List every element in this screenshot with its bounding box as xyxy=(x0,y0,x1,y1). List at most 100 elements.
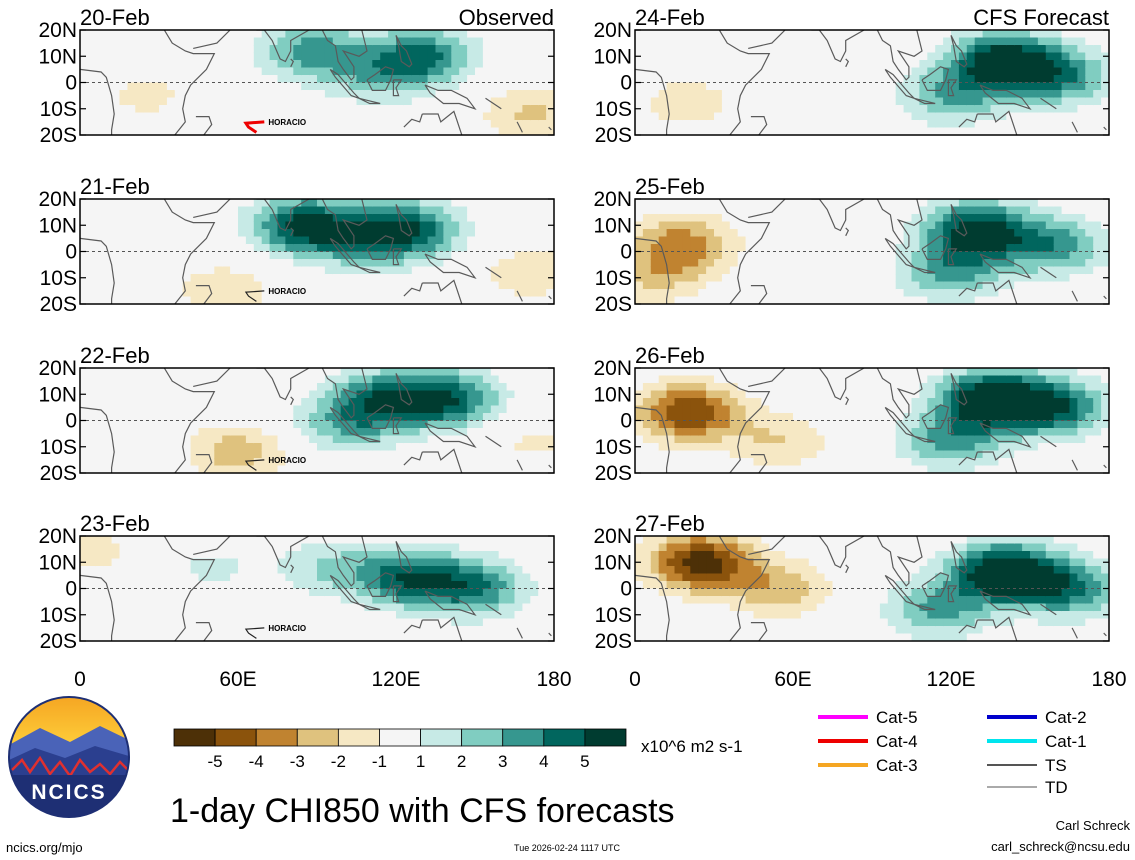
chi-cell xyxy=(530,443,539,452)
chi-cell xyxy=(324,274,334,283)
chi-cell xyxy=(737,289,747,298)
chi-cell xyxy=(396,37,405,46)
chi-cell xyxy=(182,105,192,114)
chi-cell xyxy=(293,405,302,414)
chi-cell xyxy=(832,30,841,39)
chi-cell xyxy=(832,259,841,268)
y-tick-label: 20N xyxy=(38,19,77,42)
chi-cell xyxy=(356,37,365,46)
chi-cell xyxy=(459,420,468,429)
chi-cell xyxy=(159,75,168,84)
chi-cell xyxy=(380,259,389,268)
chi-cell xyxy=(95,274,105,283)
chi-cell xyxy=(230,405,239,414)
chi-cell xyxy=(159,368,168,377)
chi-cell xyxy=(277,296,286,304)
chi-cell xyxy=(943,127,952,135)
chi-cell xyxy=(245,97,255,106)
chi-cell xyxy=(119,443,128,452)
chi-cell xyxy=(872,105,881,114)
chi-cell xyxy=(706,37,715,46)
chi-cell xyxy=(753,244,762,253)
chi-cell xyxy=(808,90,818,99)
chi-cell xyxy=(1037,60,1047,69)
chi-cell xyxy=(1045,289,1055,298)
chi-cell xyxy=(482,244,492,253)
chi-cell xyxy=(482,199,492,208)
chi-cell xyxy=(903,221,913,230)
chi-cell xyxy=(745,458,755,467)
chi-cell xyxy=(824,266,834,275)
chi-cell xyxy=(690,112,699,121)
chi-cell xyxy=(682,127,691,135)
chi-cell xyxy=(277,120,286,129)
chi-cell xyxy=(522,206,531,215)
chi-cell xyxy=(388,206,397,215)
chi-cell xyxy=(482,420,492,429)
chi-cell xyxy=(1061,52,1071,61)
chi-cell xyxy=(285,368,294,377)
chi-cell xyxy=(690,221,699,230)
chi-cell xyxy=(1022,289,1031,298)
chi-cell xyxy=(935,390,944,399)
chi-cell xyxy=(1045,281,1055,290)
chi-cell xyxy=(214,435,223,444)
chi-cell xyxy=(340,296,350,304)
chi-cell xyxy=(482,435,492,444)
chi-cell xyxy=(951,428,960,437)
chi-cell xyxy=(380,274,389,283)
chi-cell xyxy=(729,458,739,467)
chi-cell xyxy=(982,236,992,245)
chi-cell xyxy=(785,413,794,422)
coastline xyxy=(1040,97,1057,110)
chi-cell xyxy=(777,236,786,245)
chi-cell xyxy=(1037,75,1047,84)
chi-cell xyxy=(642,281,652,290)
y-tick-label: 0 xyxy=(620,72,632,95)
chi-cell xyxy=(261,221,271,230)
chi-cell xyxy=(127,413,136,422)
chi-cell xyxy=(1077,75,1086,84)
chi-cell xyxy=(111,450,121,459)
chi-cell xyxy=(690,435,699,444)
chi-cell xyxy=(80,67,89,76)
chi-cell xyxy=(943,375,952,384)
chi-cell xyxy=(998,60,1007,69)
chi-cell xyxy=(293,259,302,268)
chi-cell xyxy=(127,112,136,121)
chi-cell xyxy=(159,120,168,129)
chi-cell xyxy=(206,289,215,298)
chi-cell xyxy=(317,105,326,114)
chi-cell xyxy=(538,37,547,46)
chi-cell xyxy=(856,420,865,429)
chi-cell xyxy=(388,368,397,377)
chi-cell xyxy=(974,45,984,54)
chi-cell xyxy=(951,214,960,223)
chi-cell xyxy=(1093,199,1102,208)
chi-cell xyxy=(729,37,739,46)
chi-cell xyxy=(856,82,865,91)
chi-cell xyxy=(427,413,437,422)
chi-cell xyxy=(269,60,279,69)
chi-cell xyxy=(958,465,968,473)
chi-cell xyxy=(522,214,531,223)
chi-cell xyxy=(895,420,905,429)
chi-cell xyxy=(364,398,373,407)
chi-cell xyxy=(245,45,255,54)
chi-cell xyxy=(143,206,152,215)
chi-cell xyxy=(443,413,452,422)
chi-cell xyxy=(650,274,660,283)
chi-cell xyxy=(356,75,365,84)
chi-cell xyxy=(127,229,136,238)
chi-cell xyxy=(816,266,826,275)
chi-cell xyxy=(690,281,699,290)
chi-cell xyxy=(974,266,984,275)
chi-cell xyxy=(372,244,381,253)
chi-cell xyxy=(111,405,121,414)
chi-cell xyxy=(785,281,794,290)
chi-cell xyxy=(514,236,523,245)
chi-cell xyxy=(808,375,818,384)
chi-cell xyxy=(761,75,770,84)
chi-cell xyxy=(364,390,373,399)
chi-cell xyxy=(159,296,168,304)
